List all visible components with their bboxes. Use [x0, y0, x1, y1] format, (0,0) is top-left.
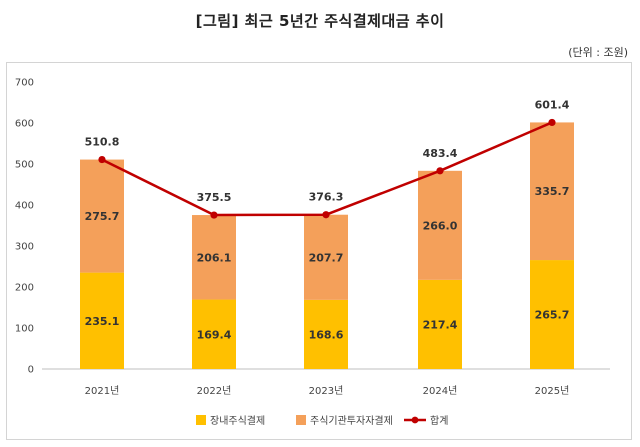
data-label-series2: 275.7	[85, 210, 120, 223]
y-tick-label: 300	[15, 242, 34, 253]
x-tick-label: 2021년	[85, 385, 120, 397]
y-tick-label: 500	[15, 160, 34, 171]
y-tick-label: 100	[15, 324, 34, 335]
x-tick-label: 2024년	[423, 385, 458, 397]
data-label-series1: 168.6	[309, 328, 344, 341]
bar-segment-series1	[304, 299, 348, 369]
legend-swatch-series1	[196, 415, 206, 425]
legend-label-line: 합계	[430, 415, 448, 427]
legend-swatch-series2	[296, 415, 306, 425]
chart-frame	[6, 62, 632, 440]
total-data-label: 601.4	[535, 98, 570, 111]
bar-segment-series2	[80, 159, 124, 273]
total-marker	[548, 118, 556, 127]
data-label-series2: 335.7	[535, 185, 570, 198]
y-tick-label: 600	[15, 119, 34, 130]
total-marker	[436, 167, 444, 175]
total-marker	[322, 211, 330, 219]
data-label-series2: 266.0	[423, 219, 458, 232]
bar-segment-series1	[192, 299, 236, 369]
bar-segment-series1	[530, 260, 574, 369]
unit-label: (단위 : 조원)	[568, 46, 628, 59]
x-tick-label: 2023년	[309, 385, 344, 397]
data-label-series1: 169.4	[197, 328, 232, 341]
bar-segment-series1	[418, 279, 462, 369]
total-data-label: 375.5	[197, 191, 232, 204]
total-data-label: 483.4	[423, 147, 458, 160]
x-tick-label: 2022년	[197, 385, 232, 397]
data-label-series2: 206.1	[197, 251, 232, 264]
y-tick-label: 400	[15, 201, 34, 212]
bar-segment-series1	[80, 272, 124, 369]
chart-title: [그림] 최근 5년간 주식결제대금 추이	[195, 12, 445, 30]
total-data-label: 376.3	[309, 191, 344, 204]
data-label-series1: 265.7	[535, 309, 570, 322]
total-data-label: 510.8	[85, 136, 120, 149]
y-tick-label: 0	[28, 365, 34, 376]
data-label-series1: 217.4	[423, 318, 458, 331]
data-label-series1: 235.1	[85, 315, 120, 328]
data-label-series2: 207.7	[309, 251, 344, 264]
total-marker	[98, 155, 106, 164]
y-tick-label: 200	[15, 283, 34, 294]
y-tick-label: 700	[15, 78, 34, 89]
legend-marker-line	[411, 416, 419, 424]
legend-label-series1: 장내주식결제	[210, 415, 265, 427]
x-tick-label: 2025년	[535, 385, 570, 397]
total-marker	[210, 211, 218, 219]
bar-segment-series2	[304, 214, 348, 300]
legend-label-series2: 주식기관투자자결제	[310, 415, 393, 427]
bar-segment-series2	[530, 122, 574, 261]
bar-segment-series2	[418, 170, 462, 280]
bar-segment-series2	[192, 215, 236, 300]
